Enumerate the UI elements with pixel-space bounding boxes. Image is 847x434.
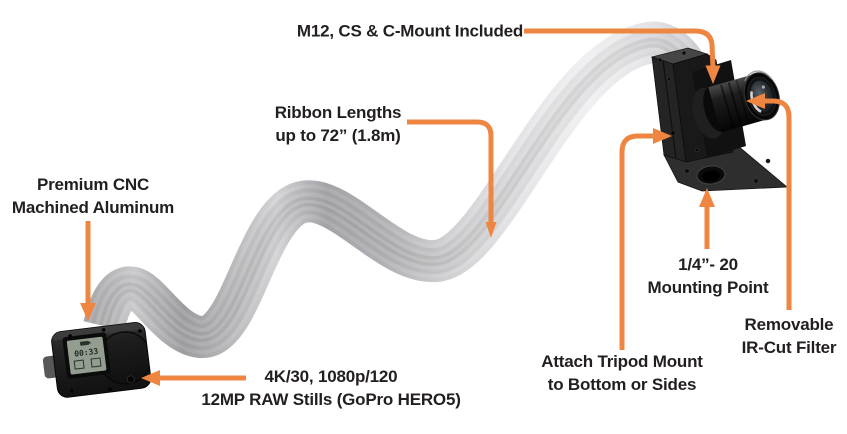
callout-text: IR-Cut Filter <box>741 338 837 357</box>
callout-text: Premium CNC <box>36 175 150 194</box>
arrowhead-tripod-mount <box>653 128 672 144</box>
callout-text: 4K/30, 1080p/120 <box>264 367 398 386</box>
callout-lines <box>85 28 792 381</box>
callout-label-lens-mounts: M12, CS & C-Mount Included <box>297 20 523 43</box>
callout-text: 1/4”- 20 <box>678 255 738 274</box>
callout-line-ir-cut <box>763 98 792 310</box>
ribbon-cable <box>83 21 727 358</box>
callout-label-mounting-point: 1/4”- 20 Mounting Point <box>648 253 769 299</box>
recorder-screws <box>68 328 142 393</box>
callout-line-lens-mounts <box>524 28 716 69</box>
module-screws <box>657 50 699 152</box>
callout-text: Mounting Point <box>647 278 769 297</box>
callout-line-ribbon-length <box>407 119 494 224</box>
arrowhead-video-specs <box>141 370 160 386</box>
callout-text: to Bottom or Sides <box>547 375 697 394</box>
recorder-lcd: 00:33 <box>62 332 111 379</box>
callout-text: Machined Aluminum <box>11 198 175 217</box>
sensor-module <box>650 47 789 192</box>
callout-label-tripod-mount: Attach Tripod Mount to Bottom or Sides <box>541 350 703 396</box>
callout-text: M12, CS & C-Mount Included <box>296 21 524 41</box>
callout-label-material: Premium CNC Machined Aluminum <box>12 173 174 219</box>
callout-text: up to 72” (1.8m) <box>275 126 401 145</box>
callout-label-video-specs: 4K/30, 1080p/120 12MP RAW Stills (GoPro … <box>201 365 461 411</box>
arrowhead-lens-mounts <box>705 65 721 84</box>
arrowhead-material <box>80 303 96 321</box>
callout-arrowheads <box>80 65 765 386</box>
callout-label-ribbon-length: Ribbon Lengths up to 72” (1.8m) <box>275 101 402 147</box>
arrowhead-ir-cut <box>746 93 765 109</box>
lcd-time: 00:33 <box>74 347 99 359</box>
recorder-body: 00:33 <box>42 321 152 398</box>
callout-text: 12MP RAW Stills (GoPro HERO5) <box>201 390 461 409</box>
callout-text: Removable <box>744 315 834 334</box>
callout-text: Ribbon Lengths <box>274 103 402 122</box>
arrowhead-ribbon-length <box>485 222 497 238</box>
callout-label-ir-cut-filter: Removable IR-Cut Filter <box>742 313 837 359</box>
bottom-screw-holes <box>684 158 771 184</box>
recorder-button <box>126 375 135 384</box>
callout-line-tripod-mount <box>619 133 655 350</box>
callout-text: Attach Tripod Mount <box>541 352 703 371</box>
arrowhead-mounting-point <box>699 188 715 207</box>
